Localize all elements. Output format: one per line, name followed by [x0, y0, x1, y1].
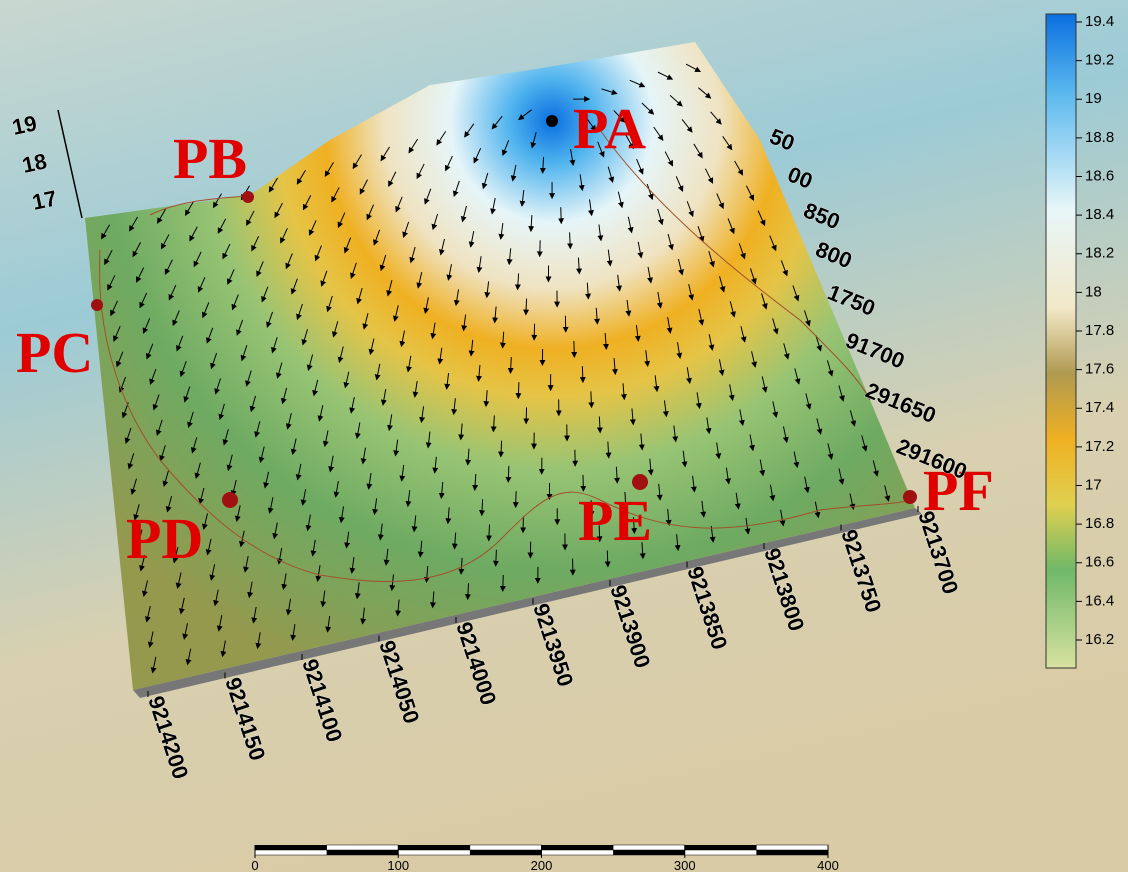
colorbar-tick-label: 19.2 [1085, 52, 1114, 69]
colorbar [1046, 14, 1076, 668]
scale-label: 400 [817, 858, 839, 872]
colorbar-tick-label: 16.4 [1085, 592, 1114, 609]
scale-segment [613, 845, 685, 850]
map: PA PB PC PD PE PF 1918179214200921415092… [0, 0, 1128, 872]
point-marker [242, 191, 254, 203]
colorbar-tick-label: 17.2 [1085, 438, 1114, 455]
point-label: PE [578, 488, 652, 553]
colorbar-tick-label: 17.6 [1085, 361, 1114, 378]
z-tick-label: 19 [10, 110, 39, 140]
point-marker [903, 490, 917, 504]
point-marker [546, 115, 558, 127]
scale-segment [327, 845, 399, 850]
colorbar-tick-label: 18.2 [1085, 245, 1114, 262]
scale-label: 100 [387, 858, 409, 872]
scale-label: 0 [251, 858, 258, 872]
vector-arrow [503, 575, 504, 591]
colorbar-tick-label: 17.8 [1085, 322, 1114, 339]
vector-arrow [508, 466, 509, 482]
vector-arrow [526, 299, 527, 315]
colorbar-tick-label: 18 [1085, 283, 1102, 300]
scale-segment [470, 845, 542, 850]
vector-arrow [582, 366, 583, 382]
scale-segment [613, 850, 685, 855]
colorbar-tick-label: 18.4 [1085, 206, 1114, 223]
point-label: PD [126, 506, 203, 571]
scale-label: 200 [531, 858, 553, 872]
point-label: PC [16, 320, 93, 385]
colorbar-tick-label: 16.8 [1085, 515, 1114, 532]
vector-arrow [518, 382, 519, 398]
colorbar-tick-label: 18.6 [1085, 167, 1114, 184]
colorbar-tick-label: 18.8 [1085, 129, 1114, 146]
z-tick-label: 18 [20, 148, 49, 178]
colorbar-tick-label: 19 [1085, 90, 1102, 107]
scale-segment [756, 845, 828, 850]
colorbar-tick-label: 19.4 [1085, 13, 1114, 30]
point-label: PA [573, 96, 646, 161]
colorbar-tick-label: 17.4 [1085, 399, 1114, 416]
vector-arrow [496, 550, 497, 566]
point-marker [222, 492, 238, 508]
vector-arrow [591, 391, 592, 407]
colorbar-tick-label: 16.6 [1085, 554, 1114, 571]
point-label: PB [173, 126, 247, 191]
scale-segment [327, 850, 399, 855]
scale-segment [756, 850, 828, 855]
colorbar-tick-label: 16.2 [1085, 631, 1114, 648]
point-marker [91, 299, 103, 311]
z-tick-label: 17 [30, 185, 59, 215]
colorbar-tick-label: 17 [1085, 476, 1102, 493]
scale-segment [470, 850, 542, 855]
scale-label: 300 [674, 858, 696, 872]
